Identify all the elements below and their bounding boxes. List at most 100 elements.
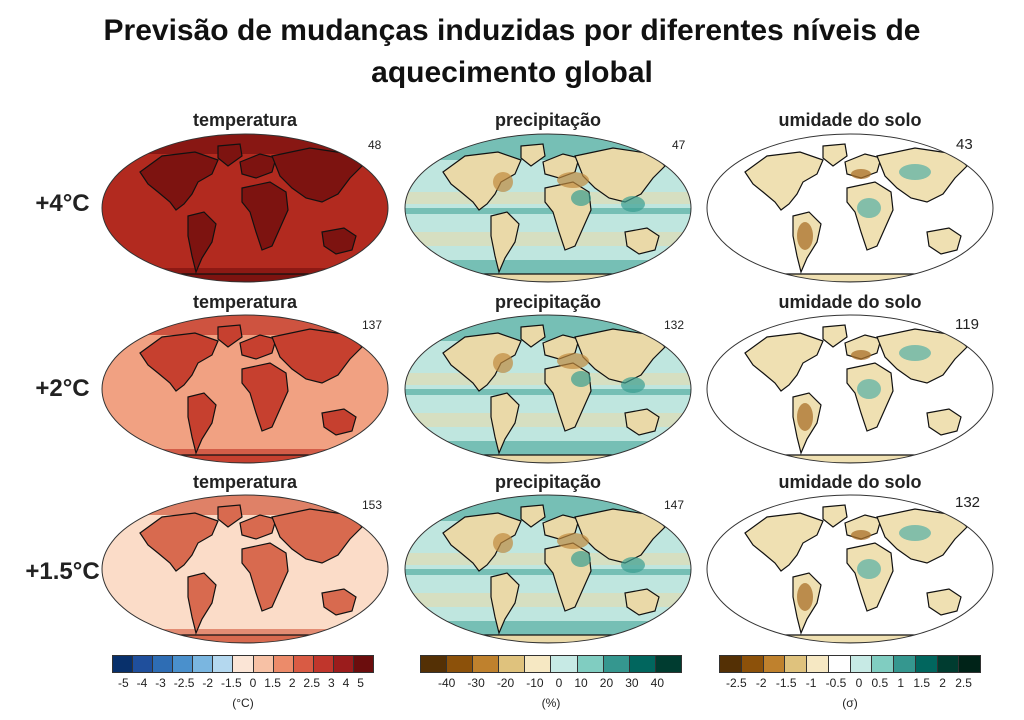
panel-title-soil-2c: umidade do solo — [778, 292, 922, 312]
map-temperature-4c — [101, 133, 389, 283]
continent-australia — [321, 408, 357, 436]
colorbar-tick-label: -2.5 — [726, 676, 747, 690]
colorbar-precipitation-unit: (%) — [541, 696, 561, 710]
continent-antarctica — [451, 634, 645, 643]
panel-title-precip-2c: precipitação — [494, 292, 602, 312]
colorbar-tick-label: -40 — [438, 676, 456, 690]
colorbar-tick-label: 40 — [650, 676, 664, 690]
colorbar-soil-moisture — [719, 655, 981, 673]
continent-south-america — [187, 211, 217, 274]
colorbar-tick-label: 0 — [855, 676, 863, 690]
colorbar-swatch — [193, 656, 214, 672]
continent-europe — [239, 153, 277, 179]
continent-asia — [271, 147, 363, 203]
continent-australia — [321, 588, 357, 616]
colorbar-swatch — [603, 656, 630, 672]
colorbar-swatch — [785, 656, 807, 672]
continent-asia — [271, 328, 363, 384]
map-temperature-1-5c — [101, 494, 389, 644]
title-line-2: aquecimento global — [371, 56, 653, 89]
colorbar-tick-label: -2.5 — [173, 676, 195, 690]
continent-australia — [624, 408, 660, 436]
colorbar-tick-label: 5 — [357, 676, 364, 690]
continent-south-america — [490, 211, 520, 274]
colorbar-swatch — [872, 656, 894, 672]
colorbar-tick-label: -1.5 — [775, 676, 797, 690]
colorbar-tick-label: 0 — [249, 676, 257, 690]
colorbar-swatch — [525, 656, 552, 672]
continent-africa — [241, 362, 289, 432]
continent-africa — [241, 542, 289, 612]
continent-australia — [321, 227, 357, 255]
continent-north-america — [139, 512, 219, 572]
colorbar-tick-label: 1 — [897, 676, 905, 690]
continent-north-america — [744, 332, 824, 392]
row-label-4c: +4°C — [35, 190, 90, 217]
continent-north-america — [744, 151, 824, 211]
continent-north-america — [442, 151, 522, 211]
colorbar-swatch — [551, 656, 578, 672]
count-temp-1-5c: 153 — [362, 498, 383, 512]
colorbar-tick-label: 1.5 — [913, 676, 931, 690]
colorbar-precipitation — [420, 655, 682, 673]
colorbar-tick-label: -1.5 — [220, 676, 242, 690]
continent-asia — [574, 328, 666, 384]
continent-greenland — [217, 143, 243, 167]
panel-title-temp-2c: temperatura — [192, 292, 298, 312]
continent-australia — [624, 588, 660, 616]
colorbar-tick-label: 10 — [574, 676, 588, 690]
continent-antarctica — [753, 454, 947, 463]
continent-south-america — [187, 392, 217, 455]
colorbar-swatch — [937, 656, 960, 672]
colorbar-swatch — [233, 656, 254, 672]
continent-antarctica — [753, 273, 947, 282]
colorbar-tick-label: 2.5 — [303, 676, 321, 690]
count-temp-2c: 137 — [362, 318, 383, 332]
continent-australia — [926, 588, 962, 616]
continent-greenland — [822, 143, 848, 167]
row-label-2c: +2°C — [35, 375, 90, 402]
count-temp-4c: 48 — [368, 138, 382, 152]
colorbar-tick-label: 20 — [599, 676, 614, 690]
map-precipitation-1-5c — [404, 494, 692, 644]
colorbar-tick-label: 30 — [625, 676, 639, 690]
colorbar-tick-label: -2 — [755, 676, 767, 690]
colorbar-swatch — [629, 656, 656, 672]
colorbar-tick-label: -3 — [155, 676, 166, 690]
colorbar-swatch — [421, 656, 448, 672]
colorbar-swatch — [763, 656, 786, 672]
colorbar-tick-label: 2 — [288, 676, 296, 690]
continent-greenland — [520, 504, 546, 528]
continent-south-america — [187, 572, 217, 635]
continent-europe — [542, 514, 580, 540]
continent-antarctica — [451, 454, 645, 463]
continent-africa — [241, 181, 289, 251]
colorbar-swatch — [253, 656, 274, 672]
colorbar-temperature-unit: (°C) — [232, 696, 254, 710]
continent-antarctica — [753, 634, 947, 643]
continent-north-america — [139, 151, 219, 211]
panel-title-soil-1-5c: umidade do solo — [778, 472, 922, 492]
map-soil-moisture-4c — [706, 133, 994, 283]
colorbar-tick-label: 0 — [555, 676, 563, 690]
colorbar-precipitation-ticks: -40 -30 -20 -10 0 10 20 30 40 — [438, 676, 664, 690]
continent-europe — [239, 514, 277, 540]
colorbar-swatch — [213, 656, 234, 672]
colorbar-tick-label: 2 — [939, 676, 946, 690]
colorbar-swatch — [473, 656, 500, 672]
colorbar-swatch — [655, 656, 681, 672]
colorbar-tick-label: -30 — [467, 676, 485, 690]
continent-south-america — [490, 392, 520, 455]
continent-antarctica — [451, 273, 645, 282]
colorbar-tick-label: -2 — [202, 676, 214, 690]
continent-asia — [574, 508, 666, 564]
continent-asia — [271, 508, 363, 564]
colorbar-swatch — [894, 656, 916, 672]
colorbar-tick-label: 3 — [328, 676, 335, 690]
map-soil-moisture-2c — [706, 314, 994, 464]
colorbar-swatch — [915, 656, 938, 672]
continent-north-america — [442, 512, 522, 572]
map-precipitation-2c — [404, 314, 692, 464]
colorbar-swatch — [113, 656, 134, 672]
colorbar-temperature-ticks: -5 -4 -3 -2.5 -2 -1.5 0 1.5 2 2.5 3 4 5 — [118, 676, 364, 690]
